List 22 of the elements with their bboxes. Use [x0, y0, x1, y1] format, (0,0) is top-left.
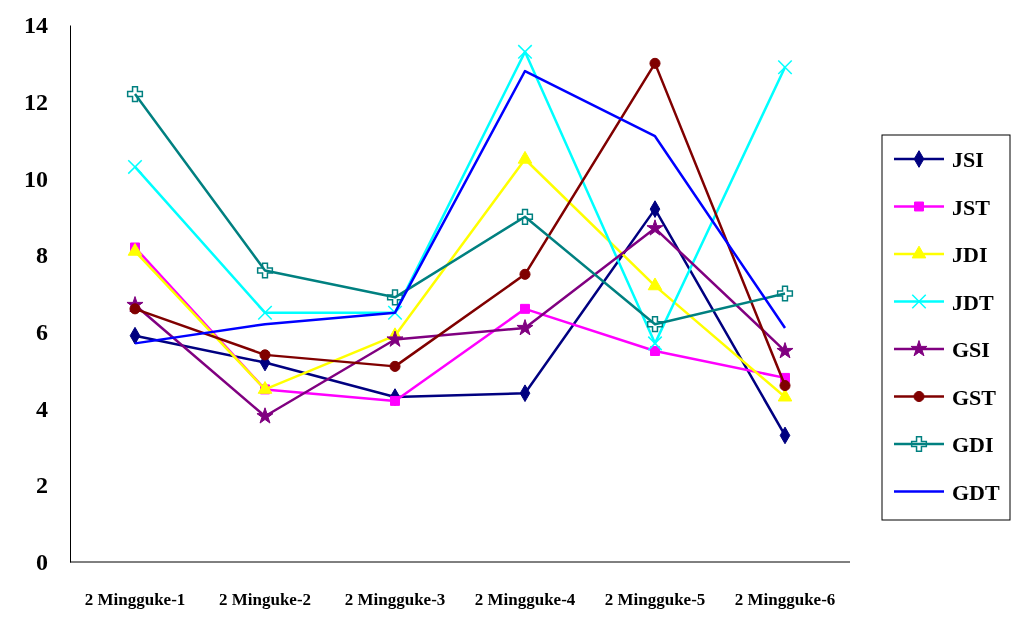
- y-tick-label: 12: [24, 88, 48, 115]
- legend-label: JST: [952, 194, 991, 220]
- legend-label: GST: [952, 384, 997, 410]
- x-tick-label: 2 Mingguke-4: [474, 590, 576, 609]
- y-tick-label: 0: [36, 549, 48, 576]
- y-tick-label: 2: [36, 472, 48, 499]
- x-tick-label: 2 Mingguke-5: [604, 590, 706, 609]
- x-tick-label: 2 Mingguke-6: [734, 590, 836, 609]
- x-tick-label: 2 Mingguke-1: [84, 590, 186, 609]
- y-tick-label: 4: [36, 395, 48, 422]
- y-tick-label: 14: [24, 12, 48, 39]
- x-tick-label: 2 Mingguke-3: [344, 590, 446, 609]
- legend-label: JDT: [952, 289, 994, 315]
- legend-label: JSI: [952, 147, 984, 172]
- x-tick-label: 2 Minguke-2: [218, 590, 312, 609]
- y-tick-label: 8: [36, 242, 48, 269]
- legend-label: GSI: [952, 337, 990, 362]
- y-tick-label: 10: [24, 165, 48, 192]
- y-tick-label: 6: [36, 319, 48, 346]
- legend-label: JDI: [952, 242, 988, 267]
- legend-label: GDI: [952, 432, 994, 457]
- legend-label: GDT: [952, 479, 1000, 505]
